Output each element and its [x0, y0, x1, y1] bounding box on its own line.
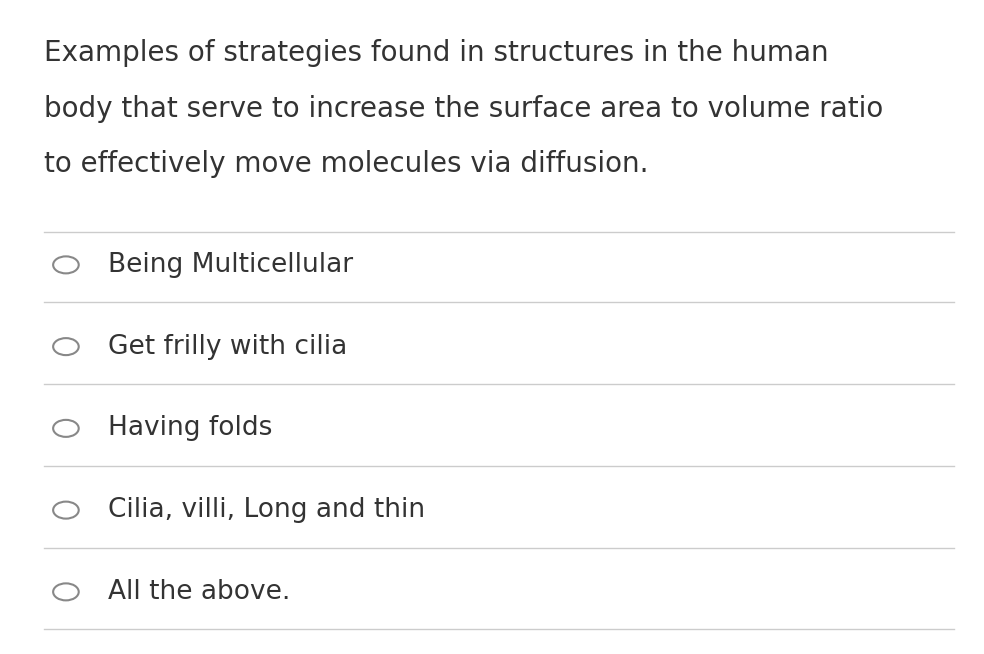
Text: Having folds: Having folds — [108, 415, 273, 441]
Text: body that serve to increase the surface area to volume ratio: body that serve to increase the surface … — [44, 95, 884, 123]
Text: Examples of strategies found in structures in the human: Examples of strategies found in structur… — [44, 39, 829, 67]
Text: Cilia, villi, Long and thin: Cilia, villi, Long and thin — [108, 497, 425, 523]
Text: to effectively move molecules via diffusion.: to effectively move molecules via diffus… — [44, 150, 648, 179]
Text: Get frilly with cilia: Get frilly with cilia — [108, 334, 347, 360]
Text: Being Multicellular: Being Multicellular — [108, 252, 353, 278]
Text: All the above.: All the above. — [108, 579, 290, 605]
